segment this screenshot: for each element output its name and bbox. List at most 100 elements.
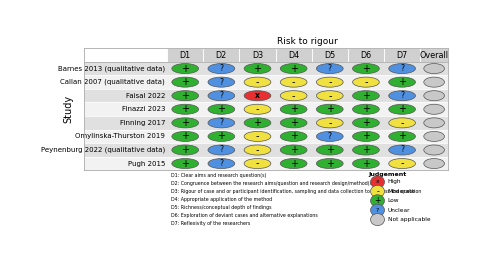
- Text: Moderate: Moderate: [388, 189, 416, 194]
- Text: Omylinska-Thurston 2019: Omylinska-Thurston 2019: [76, 133, 165, 139]
- Ellipse shape: [316, 118, 343, 128]
- Text: D4: Appropriate application of the method: D4: Appropriate application of the metho…: [171, 197, 272, 202]
- Ellipse shape: [244, 159, 271, 168]
- Text: +: +: [254, 118, 262, 128]
- Ellipse shape: [388, 159, 415, 168]
- Bar: [167, 48, 203, 62]
- Ellipse shape: [316, 159, 343, 168]
- Text: +: +: [181, 64, 189, 74]
- Ellipse shape: [388, 63, 415, 74]
- Ellipse shape: [244, 63, 271, 74]
- Text: D2: D2: [216, 50, 227, 60]
- Ellipse shape: [388, 145, 415, 155]
- Ellipse shape: [244, 91, 271, 101]
- Ellipse shape: [244, 118, 271, 128]
- Ellipse shape: [424, 77, 444, 87]
- Ellipse shape: [316, 145, 343, 155]
- Text: +: +: [326, 159, 334, 168]
- Text: -: -: [292, 77, 296, 87]
- Text: D3: Rigour of case and or participant identification, sampling and data collecti: D3: Rigour of case and or participant id…: [171, 189, 421, 194]
- Ellipse shape: [316, 77, 343, 87]
- Text: +: +: [398, 77, 406, 87]
- Bar: [84, 102, 448, 116]
- Text: +: +: [362, 64, 370, 74]
- Text: +: +: [362, 131, 370, 141]
- Bar: [420, 48, 448, 62]
- Text: Study: Study: [64, 95, 74, 123]
- Text: ?: ?: [400, 146, 404, 154]
- Ellipse shape: [244, 104, 271, 114]
- Text: +: +: [181, 145, 189, 155]
- Ellipse shape: [424, 104, 444, 114]
- Bar: [204, 48, 240, 62]
- Ellipse shape: [352, 159, 380, 168]
- Ellipse shape: [370, 185, 384, 197]
- Text: +: +: [218, 131, 226, 141]
- Ellipse shape: [370, 204, 384, 216]
- Bar: [348, 48, 384, 62]
- Text: -: -: [400, 118, 404, 128]
- Ellipse shape: [280, 63, 307, 74]
- Ellipse shape: [424, 131, 444, 141]
- Bar: [84, 75, 448, 89]
- Text: +: +: [290, 118, 298, 128]
- Text: ?: ?: [220, 159, 224, 168]
- Ellipse shape: [244, 77, 271, 87]
- Ellipse shape: [388, 118, 415, 128]
- Text: ?: ?: [376, 208, 379, 213]
- Bar: [84, 62, 448, 75]
- Bar: [240, 48, 276, 62]
- Ellipse shape: [172, 77, 199, 87]
- Text: +: +: [181, 118, 189, 128]
- Ellipse shape: [352, 104, 380, 114]
- Ellipse shape: [370, 195, 384, 207]
- Ellipse shape: [172, 91, 199, 101]
- Text: -: -: [376, 187, 379, 196]
- Ellipse shape: [280, 77, 307, 87]
- Text: +: +: [290, 145, 298, 155]
- Bar: [84, 130, 448, 143]
- Ellipse shape: [352, 91, 380, 101]
- Ellipse shape: [424, 118, 444, 128]
- Text: +: +: [181, 91, 189, 101]
- Text: +: +: [254, 64, 262, 74]
- Text: ?: ?: [220, 91, 224, 100]
- Text: Risk to rigour: Risk to rigour: [277, 37, 338, 46]
- Text: -: -: [256, 131, 259, 141]
- Text: Pugh 2015: Pugh 2015: [128, 161, 165, 167]
- Text: +: +: [181, 131, 189, 141]
- Ellipse shape: [388, 131, 415, 141]
- Text: Overall: Overall: [420, 50, 448, 60]
- Ellipse shape: [172, 63, 199, 74]
- Text: +: +: [181, 104, 189, 114]
- Ellipse shape: [208, 159, 234, 168]
- Ellipse shape: [352, 145, 380, 155]
- Ellipse shape: [172, 145, 199, 155]
- Ellipse shape: [388, 77, 415, 87]
- Text: D2: Congruence between the research aims/question and research design/method(s): D2: Congruence between the research aims…: [171, 181, 374, 186]
- Ellipse shape: [280, 145, 307, 155]
- Ellipse shape: [280, 91, 307, 101]
- Ellipse shape: [424, 91, 444, 101]
- Text: +: +: [326, 104, 334, 114]
- Bar: [84, 89, 448, 102]
- Text: D7: Reflexivity of the researchers: D7: Reflexivity of the researchers: [171, 222, 250, 226]
- Ellipse shape: [370, 176, 384, 188]
- Text: ?: ?: [328, 132, 332, 141]
- Ellipse shape: [280, 118, 307, 128]
- Ellipse shape: [280, 104, 307, 114]
- Text: +: +: [290, 104, 298, 114]
- Text: D7: D7: [396, 50, 407, 60]
- Ellipse shape: [388, 104, 415, 114]
- Ellipse shape: [388, 91, 415, 101]
- Text: x: x: [255, 91, 260, 100]
- Text: D1: Clear aims and research question(s): D1: Clear aims and research question(s): [171, 173, 266, 178]
- Text: ?: ?: [400, 64, 404, 73]
- Text: D1: D1: [180, 50, 191, 60]
- Ellipse shape: [352, 63, 380, 74]
- Text: +: +: [290, 64, 298, 74]
- Text: +: +: [362, 91, 370, 101]
- Ellipse shape: [424, 63, 444, 74]
- Text: x: x: [376, 179, 380, 184]
- Ellipse shape: [172, 118, 199, 128]
